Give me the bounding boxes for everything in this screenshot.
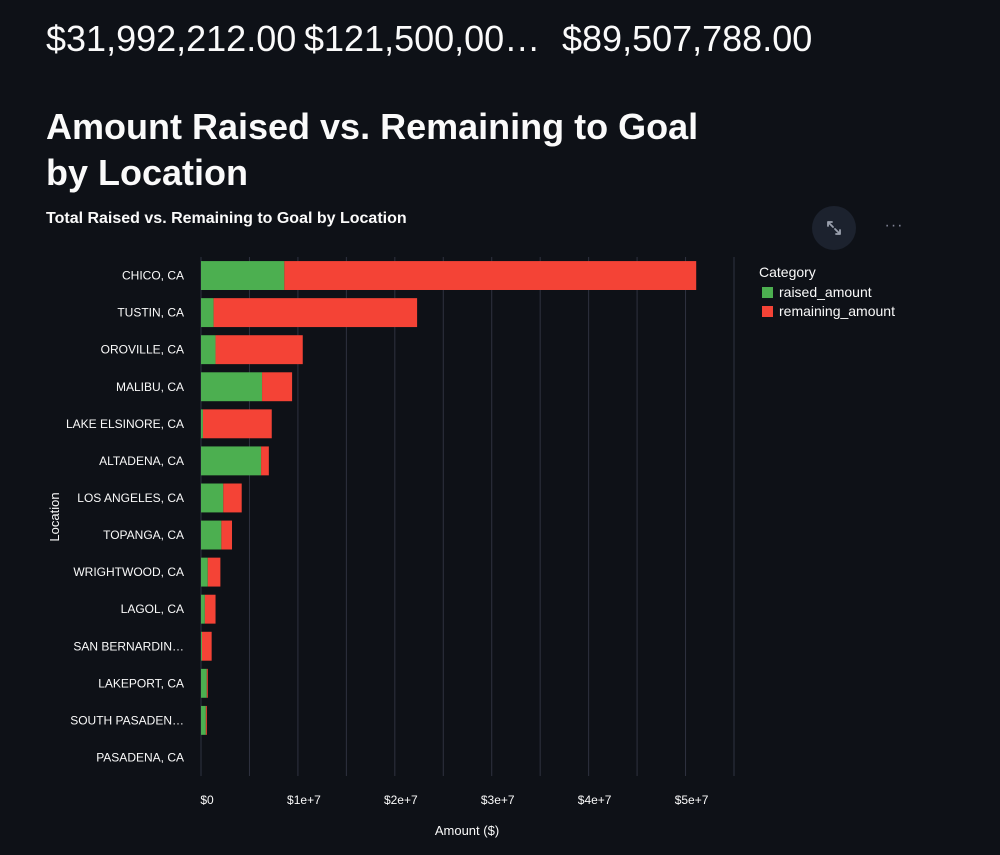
bar-remaining-amount[interactable]	[207, 557, 221, 587]
x-tick-label: $4e+7	[578, 793, 612, 807]
bar-raised-amount[interactable]	[201, 298, 214, 328]
y-tick-label: PASADENA, CA	[96, 750, 184, 764]
x-tick-label: $5e+7	[675, 793, 709, 807]
bar-raised-amount[interactable]	[201, 446, 262, 476]
y-tick-label: TUSTIN, CA	[117, 306, 184, 320]
bar-raised-amount[interactable]	[201, 409, 203, 439]
bar-raised-amount[interactable]	[201, 594, 205, 624]
bar-remaining-amount[interactable]	[284, 261, 697, 290]
bar-remaining-amount[interactable]	[213, 298, 418, 328]
y-tick-label: SOUTH PASADEN…	[70, 713, 184, 727]
bars	[201, 261, 697, 735]
y-tick-label: OROVILLE, CA	[101, 343, 184, 357]
bar-remaining-amount[interactable]	[223, 483, 242, 513]
bar-remaining-amount[interactable]	[202, 409, 272, 439]
page-heading: Amount Raised vs. Remaining to Goal by L…	[46, 106, 699, 193]
bar-raised-amount[interactable]	[201, 705, 206, 735]
x-tick-label: $0	[200, 793, 214, 807]
bar-raised-amount[interactable]	[201, 520, 222, 550]
legend-swatch	[762, 287, 773, 298]
more-options-button[interactable]: ···	[880, 216, 908, 236]
x-tick-label: $1e+7	[287, 793, 321, 807]
y-tick-label: ALTADENA, CA	[99, 454, 184, 468]
legend-entry[interactable]: remaining_amount	[779, 303, 895, 319]
y-tick-label: LOS ANGELES, CA	[77, 491, 184, 505]
legend-swatch	[762, 306, 773, 317]
chart-title: Total Raised vs. Remaining to Goal by Lo…	[46, 210, 407, 227]
legend-entry[interactable]: raised_amount	[779, 284, 872, 300]
legend: Category raised_amount remaining_amount	[759, 264, 895, 319]
bar-raised-amount[interactable]	[201, 557, 208, 587]
bar-raised-amount[interactable]	[201, 372, 263, 402]
x-tick-label: $2e+7	[384, 793, 418, 807]
x-tick-label: $3e+7	[481, 793, 515, 807]
bar-remaining-amount[interactable]	[215, 335, 303, 365]
x-axis-label: Amount ($)	[435, 823, 499, 838]
metrics-row: $31,992,212.00 $121,500,00… $89,507,788.…	[46, 16, 822, 62]
more-dots-icon: ···	[884, 217, 904, 234]
bar-remaining-amount[interactable]	[221, 520, 233, 550]
bar-remaining-amount[interactable]	[201, 631, 212, 661]
y-tick-label: MALIBU, CA	[116, 380, 184, 394]
y-axis-label: Location	[47, 492, 62, 541]
x-tick-labels: $0 $1e+7 $2e+7 $3e+7 $4e+7 $5e+7	[200, 793, 708, 807]
bar-raised-amount[interactable]	[201, 483, 224, 513]
bar-remaining-amount[interactable]	[261, 446, 269, 476]
bar-raised-amount[interactable]	[201, 631, 202, 661]
y-tick-label: LAKEPORT, CA	[98, 676, 184, 690]
legend-title: Category	[759, 264, 816, 280]
metric-total-goal: $121,500,00…	[304, 18, 541, 59]
y-tick-labels: CHICO, CA TUSTIN, CA OROVILLE, CA MALIBU, C…	[66, 269, 184, 765]
bar-raised-amount[interactable]	[201, 668, 207, 698]
metric-total-raised: $31,992,212.00	[46, 18, 297, 59]
bar-remaining-amount[interactable]	[262, 372, 293, 402]
y-tick-label: CHICO, CA	[122, 269, 184, 283]
grid-lines	[200, 257, 735, 776]
bar-raised-amount[interactable]	[201, 335, 216, 365]
y-tick-label: WRIGHTWOOD, CA	[73, 565, 184, 579]
y-tick-label: TOPANGA, CA	[103, 528, 184, 542]
expand-icon	[827, 221, 841, 235]
y-tick-label: SAN BERNARDIN…	[73, 639, 184, 653]
bar-raised-amount[interactable]	[201, 261, 285, 290]
metric-remaining: $89,507,788.00	[562, 18, 813, 59]
bar-remaining-amount[interactable]	[206, 668, 208, 698]
y-tick-label: LAKE ELSINORE, CA	[66, 417, 184, 431]
y-tick-label: LAGOL, CA	[121, 602, 184, 616]
fullscreen-button[interactable]	[812, 206, 856, 250]
bar-remaining-amount[interactable]	[204, 594, 216, 624]
bar-remaining-amount[interactable]	[205, 705, 207, 735]
